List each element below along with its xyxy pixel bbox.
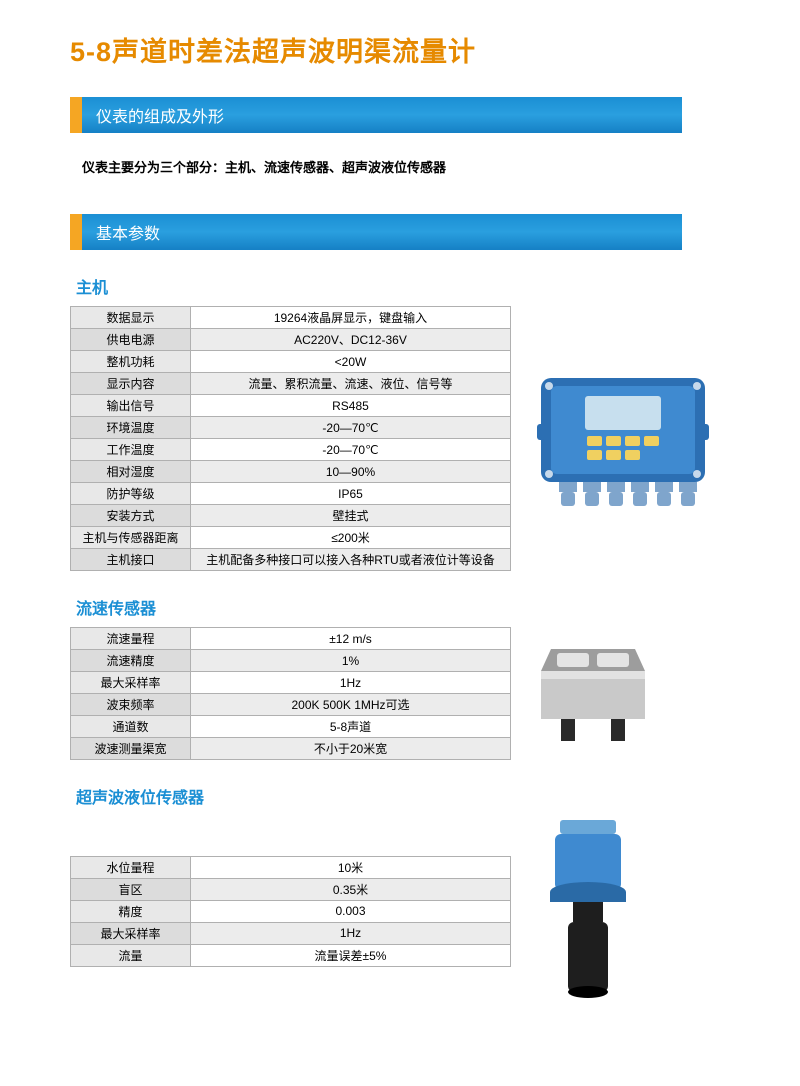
spec-label: 整机功耗 (71, 351, 191, 373)
section-header-params: 基本参数 (70, 214, 750, 250)
product-image (533, 639, 653, 749)
table-row: 工作温度-20—70℃ (71, 439, 511, 461)
spec-value: 1% (191, 650, 511, 672)
spec-value: AC220V、DC12-36V (191, 329, 511, 351)
spec-value: IP65 (191, 483, 511, 505)
spec-value: -20—70℃ (191, 439, 511, 461)
table-with-image: 数据显示19264液晶屏显示，键盘输入供电电源AC220V、DC12-36V整机… (70, 306, 750, 571)
level-sensor-image (533, 816, 643, 1006)
spec-value: 主机配备多种接口可以接入各种RTU或者液位计等设备 (191, 549, 511, 571)
spec-value: 0.003 (191, 900, 511, 922)
spec-label: 波束频率 (71, 694, 191, 716)
table-row: 波速测量渠宽不小于20米宽 (71, 738, 511, 760)
table-row: 流量流量误差±5% (71, 944, 511, 966)
velocity-sensor-image (533, 639, 653, 749)
spec-value: <20W (191, 351, 511, 373)
table-row: 水位量程10米 (71, 856, 511, 878)
spec-label: 波速测量渠宽 (71, 738, 191, 760)
table-row: 主机接口主机配备多种接口可以接入各种RTU或者液位计等设备 (71, 549, 511, 571)
spec-label: 环境温度 (71, 417, 191, 439)
table-with-image: 水位量程10米盲区0.35米精度0.003最大采样率1Hz流量流量误差±5% (70, 816, 750, 1006)
spec-label: 工作温度 (71, 439, 191, 461)
spec-label: 主机接口 (71, 549, 191, 571)
spec-label: 相对湿度 (71, 461, 191, 483)
spec-table: 流速量程±12 m/s流速精度1%最大采样率1Hz波束频率200K 500K 1… (70, 627, 511, 760)
spec-value: 10—90% (191, 461, 511, 483)
host-device-image (533, 364, 713, 514)
spec-label: 数据显示 (71, 307, 191, 329)
table-row: 波束频率200K 500K 1MHz可选 (71, 694, 511, 716)
table-row: 输出信号RS485 (71, 395, 511, 417)
table-row: 环境温度-20—70℃ (71, 417, 511, 439)
table-row: 通道数5-8声道 (71, 716, 511, 738)
spec-label: 供电电源 (71, 329, 191, 351)
spec-value: 流量误差±5% (191, 944, 511, 966)
intro-text: 仪表主要分为三个部分：主机、流速传感器、超声波液位传感器 (82, 157, 750, 176)
table-row: 供电电源AC220V、DC12-36V (71, 329, 511, 351)
spec-value: 10米 (191, 856, 511, 878)
table-with-image: 流速量程±12 m/s流速精度1%最大采样率1Hz波束频率200K 500K 1… (70, 627, 750, 760)
spec-value: ±12 m/s (191, 628, 511, 650)
spec-value: 0.35米 (191, 878, 511, 900)
product-image (533, 364, 713, 514)
spec-label: 显示内容 (71, 373, 191, 395)
spec-value: -20—70℃ (191, 417, 511, 439)
subsection-title: 流速传感器 (76, 595, 750, 619)
subsection-title: 主机 (76, 274, 750, 298)
table-row: 流速量程±12 m/s (71, 628, 511, 650)
spec-label: 主机与传感器距离 (71, 527, 191, 549)
spec-value: 不小于20米宽 (191, 738, 511, 760)
section-bar-label: 基本参数 (82, 214, 682, 250)
spec-label: 安装方式 (71, 505, 191, 527)
spec-value: 壁挂式 (191, 505, 511, 527)
table-row: 数据显示19264液晶屏显示，键盘输入 (71, 307, 511, 329)
table-row: 盲区0.35米 (71, 878, 511, 900)
spec-value: 1Hz (191, 672, 511, 694)
spec-label: 流量 (71, 944, 191, 966)
product-image (533, 816, 643, 1006)
spec-label: 流速量程 (71, 628, 191, 650)
table-row: 整机功耗<20W (71, 351, 511, 373)
spec-value: 1Hz (191, 922, 511, 944)
section-bar-label: 仪表的组成及外形 (82, 97, 682, 133)
spec-label: 精度 (71, 900, 191, 922)
table-row: 主机与传感器距离≤200米 (71, 527, 511, 549)
spec-label: 通道数 (71, 716, 191, 738)
spec-value: 19264液晶屏显示，键盘输入 (191, 307, 511, 329)
spec-value: ≤200米 (191, 527, 511, 549)
subsection-title: 超声波液位传感器 (76, 784, 750, 808)
page-title: 5-8声道时差法超声波明渠流量计 (70, 30, 750, 69)
spec-table: 水位量程10米盲区0.35米精度0.003最大采样率1Hz流量流量误差±5% (70, 856, 511, 967)
table-row: 最大采样率1Hz (71, 922, 511, 944)
section-header-composition: 仪表的组成及外形 (70, 97, 750, 133)
spec-label: 流速精度 (71, 650, 191, 672)
spec-value: 5-8声道 (191, 716, 511, 738)
spec-label: 防护等级 (71, 483, 191, 505)
spec-label: 水位量程 (71, 856, 191, 878)
table-row: 相对湿度10—90% (71, 461, 511, 483)
table-row: 安装方式壁挂式 (71, 505, 511, 527)
table-row: 精度0.003 (71, 900, 511, 922)
table-row: 流速精度1% (71, 650, 511, 672)
spec-label: 输出信号 (71, 395, 191, 417)
accent-bar (70, 214, 82, 250)
table-row: 最大采样率1Hz (71, 672, 511, 694)
spec-value: 200K 500K 1MHz可选 (191, 694, 511, 716)
spec-value: 流量、累积流量、流速、液位、信号等 (191, 373, 511, 395)
spec-label: 最大采样率 (71, 922, 191, 944)
table-row: 显示内容流量、累积流量、流速、液位、信号等 (71, 373, 511, 395)
spec-label: 盲区 (71, 878, 191, 900)
spec-table: 数据显示19264液晶屏显示，键盘输入供电电源AC220V、DC12-36V整机… (70, 306, 511, 571)
accent-bar (70, 97, 82, 133)
spec-value: RS485 (191, 395, 511, 417)
table-row: 防护等级IP65 (71, 483, 511, 505)
spec-label: 最大采样率 (71, 672, 191, 694)
